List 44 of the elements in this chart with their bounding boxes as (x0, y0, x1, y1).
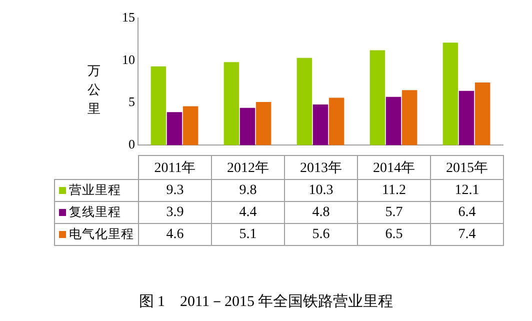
data-label: 4.6 (138, 224, 212, 246)
data-label: 11.2 (358, 180, 430, 202)
data-label: 10.3 (284, 180, 358, 202)
y-tick-label: 5 (128, 94, 135, 110)
legend-label: 电气化里程 (69, 226, 134, 241)
data-label: 4.8 (284, 202, 358, 224)
bar (386, 96, 402, 146)
data-label: 5.7 (358, 202, 430, 224)
data-label: 4.4 (212, 202, 284, 224)
bar (402, 90, 418, 146)
data-label: 12.1 (430, 180, 504, 202)
data-label: 7.4 (430, 224, 504, 246)
text: 图 1 2011－2015 年全国铁路营业里程 (138, 292, 394, 311)
bar (182, 106, 198, 146)
bar (312, 104, 328, 146)
x-tick-label: 2013年 (284, 156, 358, 180)
x-tick-label: 2011年 (138, 156, 212, 180)
x-tick-label: 2014年 (358, 156, 430, 180)
bar (328, 98, 344, 146)
data-label: 3.9 (138, 202, 212, 224)
y-tick-label: 15 (122, 9, 135, 24)
y-tick-label: 10 (122, 52, 135, 67)
x-tick-label: 2015年 (430, 156, 504, 180)
bar (296, 58, 312, 146)
legend-label: 复线里程 (69, 204, 121, 219)
data-label: 5.6 (284, 224, 358, 246)
bar (442, 42, 458, 146)
bar (240, 108, 256, 146)
data-label: 5.1 (212, 224, 284, 246)
data-label: 6.4 (430, 202, 504, 224)
bar (370, 50, 386, 146)
y-axis-title: 万公里 (86, 63, 102, 119)
bar (458, 90, 474, 146)
bar (474, 82, 490, 146)
bar (150, 66, 166, 146)
legend-label: 营业里程 (69, 182, 121, 197)
data-label: 9.8 (212, 180, 284, 202)
y-tick-label: 0 (128, 136, 135, 152)
x-tick-label: 2012年 (212, 156, 284, 180)
bar (256, 102, 272, 146)
bar (224, 62, 240, 146)
data-label: 6.5 (358, 224, 430, 246)
bar (166, 112, 182, 146)
data-label: 9.3 (138, 180, 212, 202)
